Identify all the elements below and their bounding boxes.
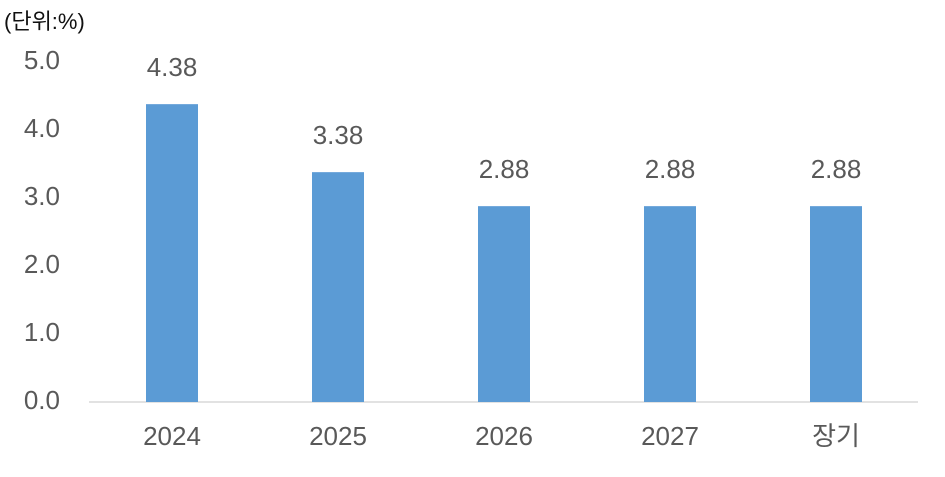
- y-tick-label: 1.0: [24, 317, 60, 347]
- unit-label: (단위:%): [4, 9, 85, 34]
- value-label: 2.88: [479, 154, 530, 184]
- x-tick-label: 장기: [812, 421, 860, 451]
- value-label: 4.38: [147, 52, 198, 82]
- bar: [810, 206, 862, 402]
- value-label: 2.88: [811, 154, 862, 184]
- value-label: 2.88: [645, 154, 696, 184]
- x-tick-label: 2024: [143, 421, 201, 451]
- bar: [644, 206, 696, 402]
- x-tick-label: 2026: [475, 421, 533, 451]
- y-tick-label: 2.0: [24, 249, 60, 279]
- y-tick-label: 0.0: [24, 385, 60, 415]
- y-tick-label: 5.0: [24, 45, 60, 75]
- y-tick-label: 3.0: [24, 181, 60, 211]
- y-tick-label: 4.0: [24, 113, 60, 143]
- bar: [478, 206, 530, 402]
- x-tick-label: 2027: [641, 421, 699, 451]
- bar: [146, 104, 198, 402]
- value-label: 3.38: [313, 120, 364, 150]
- bar: [312, 172, 364, 402]
- x-tick-label: 2025: [309, 421, 367, 451]
